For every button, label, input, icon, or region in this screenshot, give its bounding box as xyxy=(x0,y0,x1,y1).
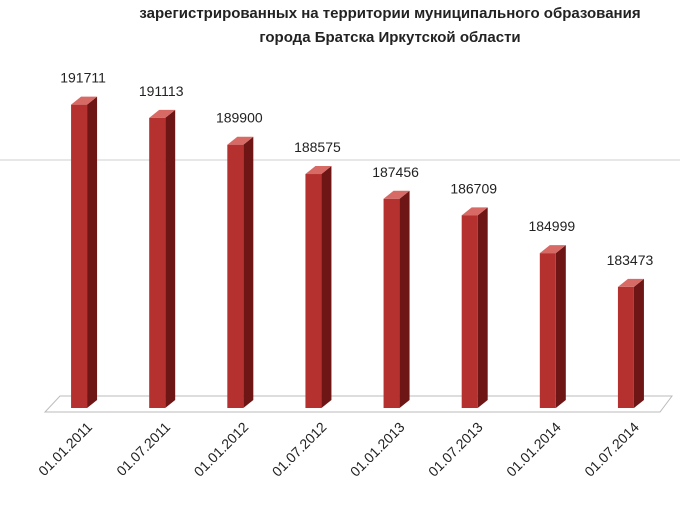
x-tick-label: 01.07.2014 xyxy=(581,419,642,480)
x-tick-label: 01.01.2014 xyxy=(503,419,564,480)
bar-side xyxy=(633,278,644,408)
data-label: 186709 xyxy=(450,180,497,196)
bar-top xyxy=(71,96,98,105)
bar-top xyxy=(539,245,566,254)
data-label: 189900 xyxy=(216,110,263,126)
bar-side xyxy=(399,190,410,408)
bar-top xyxy=(305,166,332,175)
x-tick-label: 01.07.2011 xyxy=(113,419,173,479)
chart-title: зарегистрированных на территории муницип… xyxy=(139,5,640,22)
bar xyxy=(305,174,322,408)
bar-side xyxy=(165,109,176,408)
bar-side xyxy=(477,207,488,408)
data-label: 183473 xyxy=(607,252,654,268)
bar xyxy=(71,104,88,408)
bar-top xyxy=(461,207,488,216)
floor xyxy=(43,395,673,413)
bar-side xyxy=(87,96,98,408)
x-tick-label: 01.01.2013 xyxy=(347,419,408,480)
data-label: 187456 xyxy=(372,164,419,180)
data-label: 191711 xyxy=(60,70,106,86)
bar-top xyxy=(149,109,176,118)
x-tick-label: 01.07.2012 xyxy=(269,419,330,480)
bar xyxy=(149,117,166,408)
bar xyxy=(383,198,400,408)
bar xyxy=(227,144,244,408)
chart-title: города Братска Иркутской области xyxy=(259,29,520,46)
bar xyxy=(461,215,478,408)
data-label: 188575 xyxy=(294,139,341,155)
bar-top xyxy=(227,136,254,145)
data-label: 191113 xyxy=(139,83,184,99)
bar xyxy=(617,286,634,408)
bar-side xyxy=(321,166,332,408)
bar-side xyxy=(555,245,566,408)
bar-top xyxy=(617,278,644,287)
x-tick-label: 01.07.2013 xyxy=(425,419,486,480)
bar xyxy=(539,253,556,408)
bar-side xyxy=(243,136,254,408)
x-tick-label: 01.01.2011 xyxy=(35,419,95,479)
x-tick-label: 01.01.2012 xyxy=(191,419,252,480)
bar-top xyxy=(383,190,410,199)
data-label: 184999 xyxy=(528,218,575,234)
